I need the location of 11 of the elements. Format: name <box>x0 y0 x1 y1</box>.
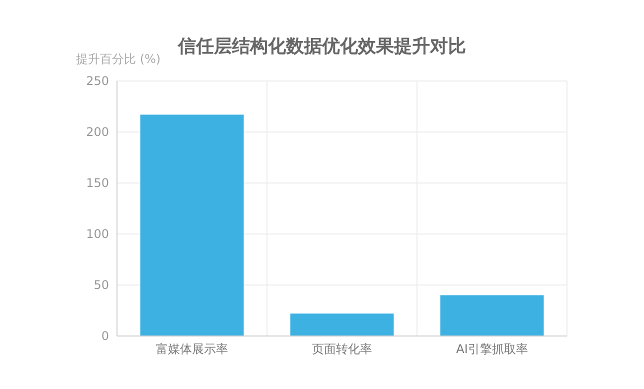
y-tick-label: 50 <box>94 278 109 292</box>
chart-title: 信任层结构化数据优化效果提升对比 <box>177 36 466 57</box>
y-tick-label: 200 <box>86 125 109 139</box>
y-tick-label: 100 <box>86 227 109 241</box>
x-tick-label: AI引擎抓取率 <box>456 342 528 356</box>
x-tick-label: 富媒体展示率 <box>156 342 228 356</box>
y-tick-label: 150 <box>86 176 109 190</box>
y-tick-label: 250 <box>86 74 109 88</box>
x-tick-label: 页面转化率 <box>312 342 372 356</box>
y-tick-label: 0 <box>101 329 109 343</box>
y-axis-title: 提升百分比 (%) <box>76 52 161 66</box>
